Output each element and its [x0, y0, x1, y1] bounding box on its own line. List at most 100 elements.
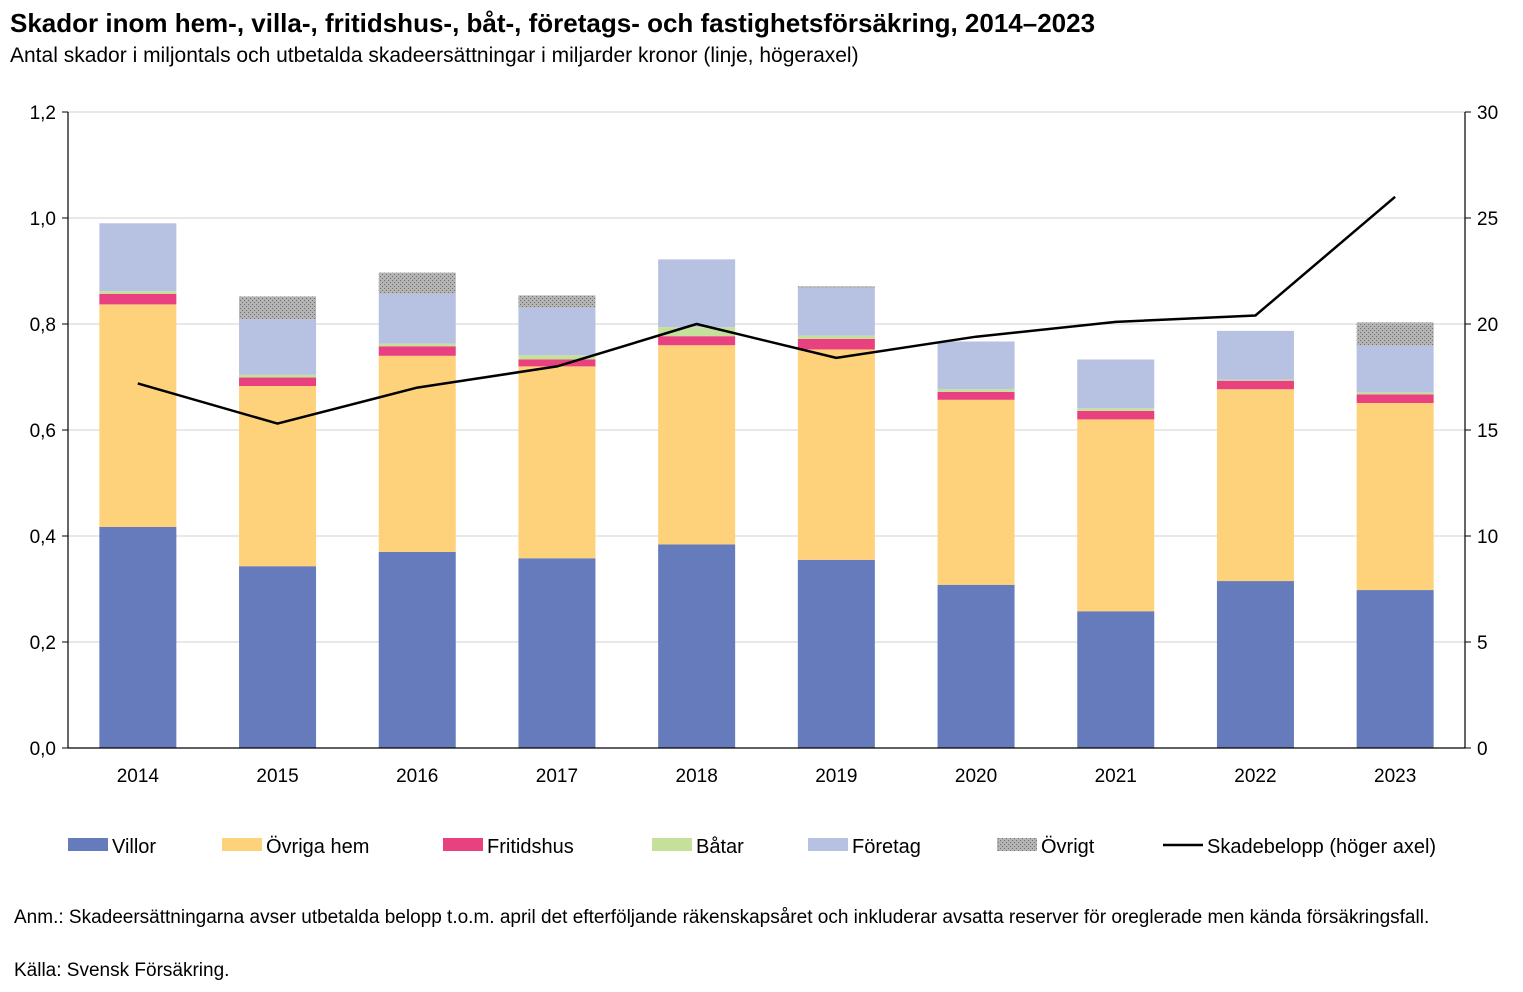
note-anm: Anm.: Skadeersättningarna avser utbetald…: [14, 907, 1430, 928]
x-tick-label: 2022: [1234, 766, 1276, 787]
legend-swatch: [222, 838, 262, 851]
legend: Villor Övriga hem Fritidshus Båtar Företag Öv…: [68, 836, 1436, 858]
bar-2016-villor: [378, 551, 456, 748]
y2-tick-label: 0: [1477, 739, 1488, 760]
bar-2020-fritidshus: [937, 391, 1015, 400]
bar-2023-båtar: [1356, 392, 1434, 395]
legend-label: Villor: [112, 836, 156, 858]
bar-2016-övriga-hem: [378, 355, 456, 552]
bar-2023-villor: [1356, 590, 1434, 748]
x-tick-label: 2015: [256, 766, 298, 787]
x-tick-label: 2023: [1374, 766, 1416, 787]
bar-2020-övriga-hem: [937, 399, 1015, 585]
chart-subtitle: Antal skador i miljontals och utbetalda …: [10, 44, 859, 67]
legend-label: Övrigt: [1041, 836, 1095, 858]
bar-2016-företag: [378, 293, 456, 344]
bar-2017-företag: [518, 307, 596, 356]
note-source: Källa: Svensk Försäkring.: [14, 960, 230, 981]
bar-2018-båtar: [658, 327, 736, 337]
bar-2022-fritidshus: [1216, 380, 1294, 390]
bar-2017-villor: [518, 558, 596, 748]
bar-2018-företag: [658, 259, 736, 328]
chart-title: Skador inom hem-, villa-, fritidshus-, b…: [10, 8, 1096, 38]
y-tick-label: 0,2: [30, 633, 56, 654]
bar-2016-båtar: [378, 343, 456, 347]
bar-2019-övrigt: [797, 286, 875, 288]
bar-2017-övrigt: [518, 295, 596, 308]
bar-2014-båtar: [99, 291, 177, 294]
legend-label: Övriga hem: [266, 836, 369, 858]
legend-label: Skadebelopp (höger axel): [1207, 836, 1436, 858]
bar-2021-villor: [1077, 611, 1155, 748]
bar-2022-företag: [1216, 330, 1294, 380]
x-tick-label: 2020: [955, 766, 997, 787]
bar-2015-fritidshus: [239, 377, 317, 387]
bar-2015-båtar: [239, 374, 317, 378]
bar-2022-villor: [1216, 581, 1294, 748]
bar-2018-villor: [658, 544, 736, 748]
x-tick-label: 2018: [676, 766, 718, 787]
y-tick-label: 1,0: [30, 209, 56, 230]
bar-2022-båtar: [1216, 379, 1294, 381]
legend-label: Båtar: [696, 836, 744, 858]
bar-2023-fritidshus: [1356, 394, 1434, 403]
bar-2021-fritidshus: [1077, 410, 1155, 420]
chart: 0,0 0,2 0,4 0,6 0,8 1,0 1,2 0 5 10 15 20 25 30 2014 201…: [30, 103, 1499, 858]
bar-2022-övriga-hem: [1216, 389, 1294, 582]
bar-2019-villor: [797, 559, 875, 748]
bar-2021-övriga-hem: [1077, 419, 1155, 612]
bar-2019-båtar: [797, 335, 875, 339]
bar-2016-övrigt: [378, 272, 456, 294]
x-tick-label: 2016: [396, 766, 438, 787]
bar-2015-övriga-hem: [239, 386, 317, 567]
bar-2020-båtar: [937, 389, 1015, 392]
bar-2015-företag: [239, 319, 317, 375]
y2-tick-label: 15: [1477, 421, 1498, 442]
y-tick-label: 0,4: [30, 527, 57, 548]
bar-2017-övriga-hem: [518, 366, 596, 559]
bar-2015-villor: [239, 566, 317, 748]
y-tick-label: 0,0: [30, 739, 56, 760]
bars: [99, 223, 1434, 748]
bar-2019-övriga-hem: [797, 349, 875, 560]
x-tick-label: 2017: [536, 766, 578, 787]
bar-2018-övriga-hem: [658, 345, 736, 545]
y2-tick-label: 25: [1477, 209, 1498, 230]
bar-2018-fritidshus: [658, 336, 736, 346]
y2-tick-label: 30: [1477, 103, 1498, 124]
bar-2023-övrigt: [1356, 322, 1434, 346]
y-tick-label: 1,2: [30, 103, 56, 124]
line-series: [137, 195, 1396, 425]
bar-2019-företag: [797, 287, 875, 336]
y2-tick-label: 10: [1477, 527, 1498, 548]
x-tick-label: 2019: [815, 766, 857, 787]
bar-2014-övriga-hem: [99, 304, 177, 527]
y2-tick-label: 20: [1477, 315, 1498, 336]
bar-2020-företag: [937, 341, 1015, 390]
y2-tick-label: 5: [1477, 633, 1488, 654]
bar-2014-fritidshus: [99, 293, 177, 305]
bar-2015-övrigt: [239, 296, 317, 320]
bar-2021-båtar: [1077, 408, 1155, 411]
legend-swatch: [652, 838, 692, 851]
bar-2020-villor: [937, 584, 1015, 748]
y-tick-label: 0,6: [30, 421, 56, 442]
bar-2017-fritidshus: [518, 359, 596, 367]
bar-2016-fritidshus: [378, 346, 456, 356]
legend-swatch: [997, 838, 1037, 851]
legend-label: Fritidshus: [487, 836, 574, 858]
legend-swatch: [443, 838, 483, 851]
line-skadebelopp: [137, 195, 1396, 425]
bar-2019-fritidshus: [797, 338, 875, 350]
axes: 0,0 0,2 0,4 0,6 0,8 1,0 1,2 0 5 10 15 20 25 30 2014 201…: [30, 103, 1499, 787]
legend-swatch: [808, 838, 848, 851]
bar-2023-övriga-hem: [1356, 402, 1434, 591]
bar-2023-företag: [1356, 345, 1434, 393]
x-tick-label: 2021: [1095, 766, 1137, 787]
legend-swatch: [68, 838, 108, 851]
legend-label: Företag: [852, 836, 921, 858]
y-tick-label: 0,8: [30, 315, 56, 336]
bar-2021-företag: [1077, 359, 1155, 409]
bar-2014-villor: [99, 526, 177, 748]
bar-2017-båtar: [518, 355, 596, 360]
